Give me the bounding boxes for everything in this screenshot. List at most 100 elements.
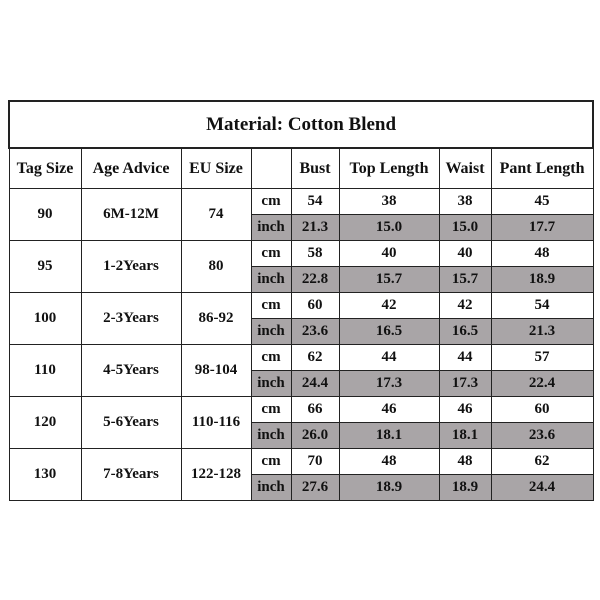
inch-row: inch 22.8 15.7 15.7 18.9	[9, 266, 594, 293]
unit: inch	[250, 318, 292, 345]
inch-value: 18.9	[438, 474, 492, 501]
cm-value: 48	[338, 448, 440, 475]
inch-row: inch 26.0 18.1 18.1 23.6	[9, 422, 594, 449]
unit: cm	[250, 240, 292, 267]
eu-size: 122-128	[180, 448, 252, 501]
cm-value: 38	[338, 188, 440, 215]
unit: cm	[250, 448, 292, 475]
header-cell: Age Advice	[80, 147, 182, 189]
inch-value: 16.5	[438, 318, 492, 345]
cm-value: 42	[338, 292, 440, 319]
inch-value: 21.3	[290, 214, 340, 241]
inch-value: 27.6	[290, 474, 340, 501]
cm-value: 70	[290, 448, 340, 475]
cm-value: 45	[490, 188, 594, 215]
inch-value: 21.3	[490, 318, 594, 345]
inch-value: 23.6	[490, 422, 594, 449]
inch-row: inch 23.6 16.5 16.5 21.3	[9, 318, 594, 345]
tag-size: 95	[8, 240, 82, 293]
header-cell: Tag Size	[8, 147, 82, 189]
inch-value: 15.0	[338, 214, 440, 241]
header-cell: EU Size	[180, 147, 252, 189]
age-advice: 5-6Years	[80, 396, 182, 449]
header-blank	[250, 147, 292, 189]
cm-value: 60	[290, 292, 340, 319]
tag-size: 90	[8, 188, 82, 241]
age-advice: 7-8Years	[80, 448, 182, 501]
cm-value: 40	[438, 240, 492, 267]
unit: inch	[250, 422, 292, 449]
inch-value: 18.1	[338, 422, 440, 449]
header-cell: Pant Length	[490, 147, 594, 189]
unit: cm	[250, 344, 292, 371]
cm-value: 40	[338, 240, 440, 267]
inch-value: 17.7	[490, 214, 594, 241]
tag-size: 130	[8, 448, 82, 501]
header-cell: Top Length	[338, 147, 440, 189]
inch-row: inch 27.6 18.9 18.9 24.4	[9, 474, 594, 501]
cm-value: 42	[438, 292, 492, 319]
unit: inch	[250, 214, 292, 241]
age-advice: 6M-12M	[80, 188, 182, 241]
tag-size: 110	[8, 344, 82, 397]
cm-row: 100 2-3Years 86-92 cm 60 42 42 54	[8, 292, 594, 345]
cm-row: 95 1-2Years 80 cm 58 40 40 48	[8, 240, 594, 293]
cm-value: 54	[290, 188, 340, 215]
inch-value: 23.6	[290, 318, 340, 345]
cm-row: 110 4-5Years 98-104 cm 62 44 44 57	[8, 344, 594, 397]
cm-value: 54	[490, 292, 594, 319]
cm-value: 44	[338, 344, 440, 371]
inch-row: inch 21.3 15.0 15.0 17.7	[9, 214, 594, 241]
inch-value: 22.4	[490, 370, 594, 397]
unit: cm	[250, 292, 292, 319]
size-chart: Material: Cotton Blend Tag Size Age Advic…	[7, 100, 595, 501]
inch-value: 17.3	[338, 370, 440, 397]
unit: inch	[250, 474, 292, 501]
inch-value: 15.7	[338, 266, 440, 293]
unit: inch	[250, 370, 292, 397]
inch-value: 18.9	[338, 474, 440, 501]
cm-value: 48	[438, 448, 492, 475]
cm-value: 44	[438, 344, 492, 371]
cm-value: 60	[490, 396, 594, 423]
eu-size: 98-104	[180, 344, 252, 397]
inch-value: 22.8	[290, 266, 340, 293]
age-advice: 2-3Years	[80, 292, 182, 345]
inch-value: 24.4	[290, 370, 340, 397]
cm-value: 46	[338, 396, 440, 423]
inch-value: 16.5	[338, 318, 440, 345]
cm-row: 130 7-8Years 122-128 cm 70 48 48 62	[8, 448, 594, 501]
cm-value: 57	[490, 344, 594, 371]
eu-size: 80	[180, 240, 252, 293]
inch-value: 18.9	[490, 266, 594, 293]
cm-value: 58	[290, 240, 340, 267]
inch-value: 26.0	[290, 422, 340, 449]
unit: cm	[250, 396, 292, 423]
cm-value: 46	[438, 396, 492, 423]
inch-value: 18.1	[438, 422, 492, 449]
tag-size: 120	[8, 396, 82, 449]
eu-size: 110-116	[180, 396, 252, 449]
tag-size: 100	[8, 292, 82, 345]
cm-value: 62	[290, 344, 340, 371]
age-advice: 4-5Years	[80, 344, 182, 397]
cm-row: 120 5-6Years 110-116 cm 66 46 46 60	[8, 396, 594, 449]
cm-value: 48	[490, 240, 594, 267]
header-cell: Bust	[290, 147, 340, 189]
inch-value: 17.3	[438, 370, 492, 397]
age-advice: 1-2Years	[80, 240, 182, 293]
cm-value: 38	[438, 188, 492, 215]
eu-size: 74	[180, 188, 252, 241]
unit: cm	[250, 188, 292, 215]
inch-value: 15.0	[438, 214, 492, 241]
inch-row: inch 24.4 17.3 17.3 22.4	[9, 370, 594, 397]
cm-row: 90 6M-12M 74 cm 54 38 38 45	[8, 188, 594, 241]
cm-value: 62	[490, 448, 594, 475]
inch-value: 15.7	[438, 266, 492, 293]
cm-value: 66	[290, 396, 340, 423]
size-table: Material: Cotton Blend Tag Size Age Advic…	[7, 100, 595, 501]
eu-size: 86-92	[180, 292, 252, 345]
inch-value: 24.4	[490, 474, 594, 501]
table-title: Material: Cotton Blend	[7, 100, 595, 149]
unit: inch	[250, 266, 292, 293]
